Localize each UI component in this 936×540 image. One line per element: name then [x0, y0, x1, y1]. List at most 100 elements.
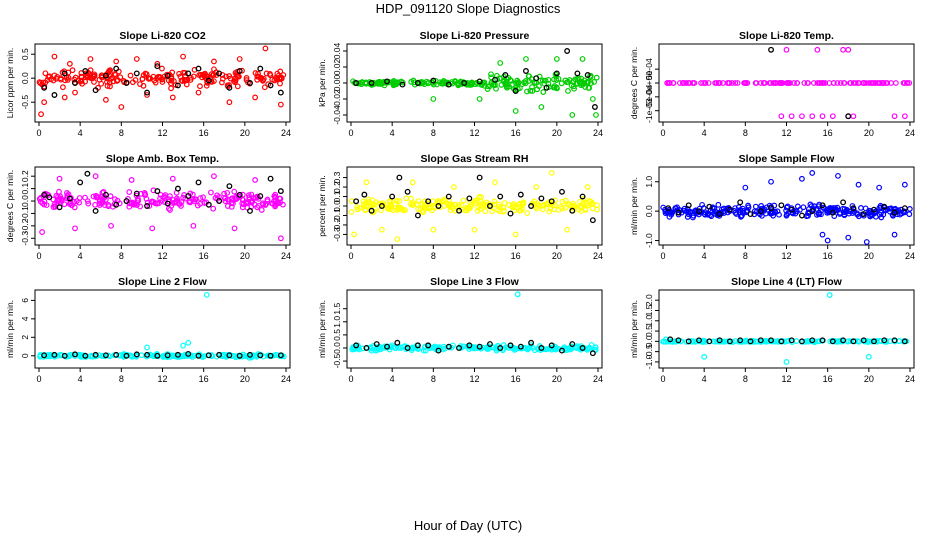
overlay-point	[174, 82, 181, 89]
data-point	[258, 207, 265, 213]
x-tick-label: 24	[281, 251, 291, 261]
data-point	[783, 46, 790, 53]
overlay-point	[528, 203, 535, 209]
data-point	[516, 200, 523, 207]
data-point	[425, 80, 432, 87]
overlay-point	[747, 211, 754, 218]
data-point	[45, 74, 52, 80]
overlay-point	[164, 72, 171, 79]
overlay-point	[396, 174, 403, 181]
data-point	[363, 203, 369, 210]
data-point	[376, 78, 383, 85]
data-point	[268, 200, 275, 207]
y-tick-label: 0.5	[644, 325, 654, 337]
overlay-point	[277, 89, 284, 96]
data-point	[78, 73, 85, 80]
data-point	[451, 184, 457, 190]
data-points	[36, 170, 286, 242]
data-point	[58, 197, 65, 204]
data-point	[208, 189, 214, 196]
y-tick-label: -0.5	[20, 95, 30, 110]
overlay-point	[445, 343, 452, 350]
data-point	[441, 197, 447, 204]
data-point	[109, 74, 116, 81]
overlay-point	[164, 352, 171, 359]
overlay-point	[891, 337, 898, 344]
data-point	[511, 207, 518, 214]
data-point	[190, 222, 197, 229]
data-point	[102, 96, 109, 103]
y-tick-label: 0.0	[644, 335, 654, 347]
data-point	[589, 96, 596, 102]
x-axis-title: Hour of Day (UTC)	[413, 518, 523, 533]
data-point	[61, 94, 68, 101]
overlay-point	[507, 342, 514, 349]
y-tick-label: -0.5	[332, 353, 342, 368]
data-points	[664, 46, 913, 120]
data-point	[485, 83, 491, 90]
data-point	[140, 82, 147, 89]
page-title: HDP_091120 Slope Diagnostics	[375, 1, 561, 16]
data-point	[768, 178, 774, 185]
data-point	[855, 181, 862, 188]
overlay-point	[507, 210, 514, 217]
data-point	[471, 226, 478, 233]
overlay-point	[205, 352, 212, 359]
x-tick-label: 4	[390, 251, 395, 261]
data-point	[488, 71, 494, 78]
overlay-point	[778, 338, 785, 345]
data-point	[724, 80, 731, 86]
data-point	[892, 206, 899, 213]
data-point	[783, 204, 790, 211]
data-point	[61, 201, 68, 208]
x-tick-label: 8	[119, 128, 124, 138]
data-point	[106, 67, 113, 74]
overlay-point	[72, 351, 78, 358]
x-tick-label: 12	[157, 374, 167, 384]
overlay-point	[548, 198, 555, 205]
overlay-point	[523, 68, 529, 74]
data-point	[208, 71, 215, 78]
plot-frame	[346, 289, 603, 369]
data-point	[194, 202, 201, 209]
x-tick-label: 0	[36, 374, 41, 384]
data-point	[69, 67, 76, 74]
data-point	[276, 195, 283, 202]
overlay-point	[205, 77, 212, 84]
data-point	[239, 196, 246, 203]
data-point	[128, 200, 135, 207]
overlay-point	[277, 188, 284, 195]
overlay-point	[144, 203, 151, 209]
data-point	[538, 104, 545, 110]
overlay-point	[589, 217, 596, 224]
overlay-point	[456, 345, 463, 351]
data-point	[243, 75, 250, 81]
data-point	[517, 207, 524, 214]
overlay-point	[102, 191, 109, 198]
overlay-point	[394, 339, 401, 346]
data-point	[814, 80, 821, 86]
data-point	[497, 208, 503, 215]
data-point	[880, 80, 887, 86]
data-point	[154, 60, 161, 67]
chart-panel-9: Slope Line 4 (LT) Flow 0 4 8 12 16 20 24 -1.0-0.…	[629, 276, 915, 384]
data-point	[709, 209, 716, 216]
data-point	[41, 201, 48, 208]
data-point	[87, 56, 94, 62]
data-points	[350, 48, 600, 118]
x-tick-label: 16	[823, 128, 833, 138]
data-point	[592, 344, 599, 351]
data-point	[144, 92, 150, 98]
data-point	[684, 214, 691, 220]
overlay-point	[486, 203, 493, 209]
data-point	[548, 169, 555, 176]
overlay-point	[154, 188, 161, 195]
overlay-point	[476, 78, 483, 85]
data-point	[174, 195, 180, 202]
data-point	[539, 202, 546, 209]
data-point	[870, 80, 877, 86]
data-point	[858, 204, 864, 211]
data-point	[742, 184, 749, 191]
y-axis-label: ml/min per min.	[629, 177, 639, 235]
overlay-point	[425, 342, 432, 349]
